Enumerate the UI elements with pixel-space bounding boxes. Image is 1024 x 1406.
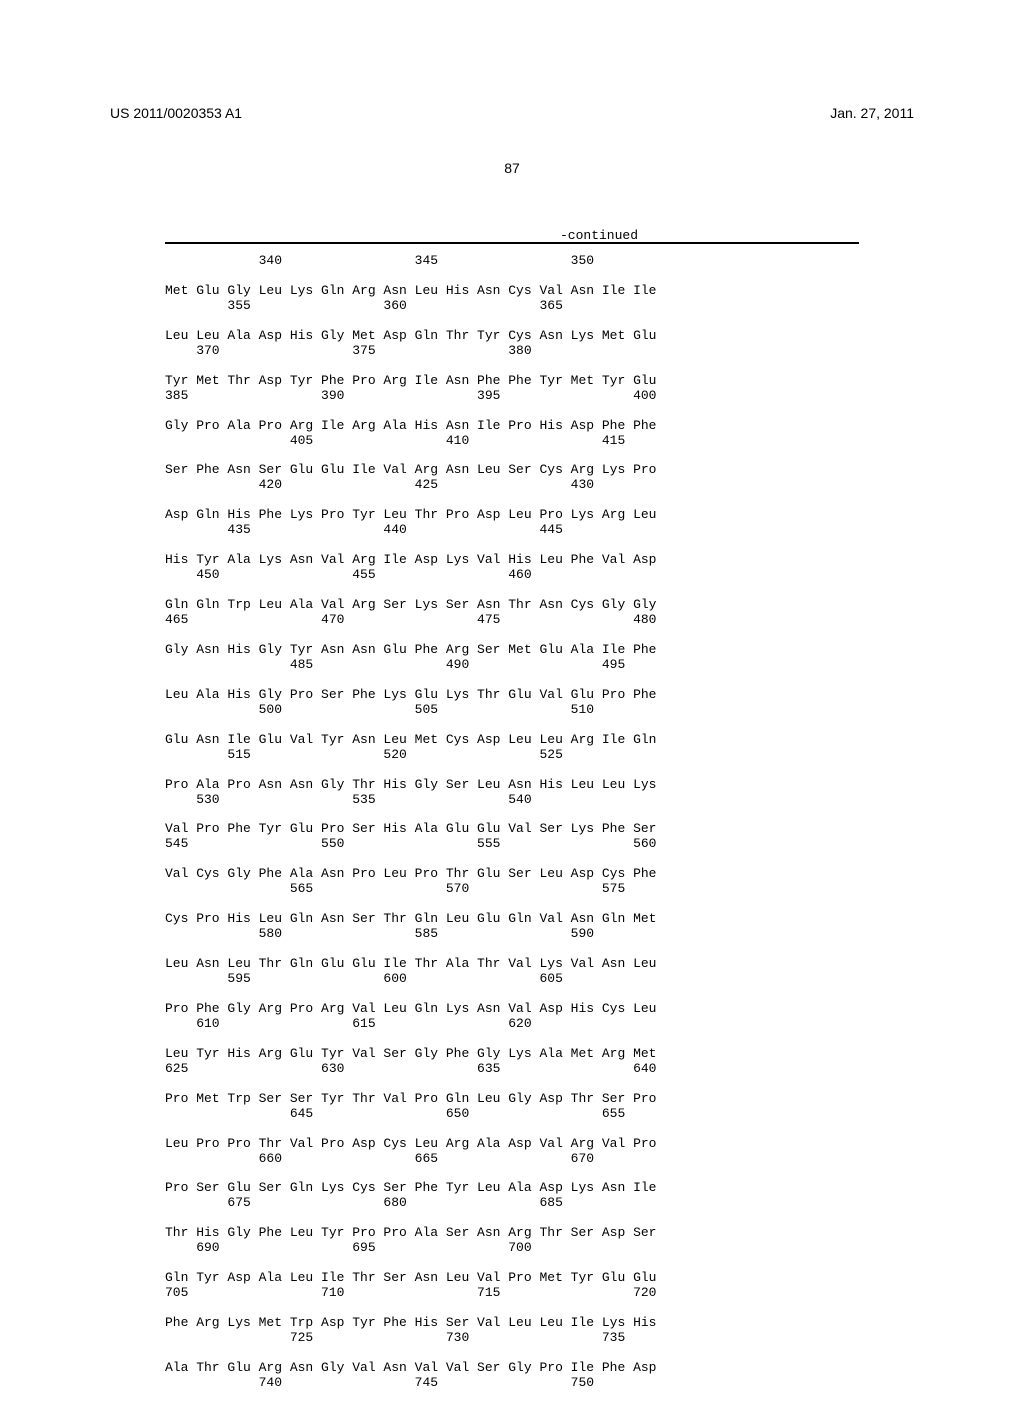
sequence-number-row: 515 520 525 <box>165 748 859 763</box>
sequence-residue-row: Leu Asn Leu Thr Gln Glu Glu Ile Thr Ala … <box>165 957 859 972</box>
sequence-residue-row: Gly Pro Ala Pro Arg Ile Arg Ala His Asn … <box>165 419 859 434</box>
sequence-residue-row: Leu Pro Pro Thr Val Pro Asp Cys Leu Arg … <box>165 1137 859 1152</box>
sequence-residue-row: Leu Ala His Gly Pro Ser Phe Lys Glu Lys … <box>165 688 859 703</box>
sequence-number-row: 690 695 700 <box>165 1241 859 1256</box>
sequence-residue-row: Cys Pro His Leu Gln Asn Ser Thr Gln Leu … <box>165 912 859 927</box>
sequence-number-row: 545 550 555 560 <box>165 837 859 852</box>
sequence-number-row: 565 570 575 <box>165 882 859 897</box>
sequence-number-row: 450 455 460 <box>165 568 859 583</box>
sequence-residue-row: Val Cys Gly Phe Ala Asn Pro Leu Pro Thr … <box>165 867 859 882</box>
sequence-number-row: 355 360 365 <box>165 299 859 314</box>
sequence-number-row: 530 535 540 <box>165 793 859 808</box>
sequence-number-row: 340 345 350 <box>165 254 859 269</box>
sequence-residue-row: Gly Asn His Gly Tyr Asn Asn Glu Phe Arg … <box>165 643 859 658</box>
sequence-residue-row: Leu Leu Ala Asp His Gly Met Asp Gln Thr … <box>165 329 859 344</box>
sequence-number-row: 645 650 655 <box>165 1107 859 1122</box>
top-divider <box>165 242 859 244</box>
sequence-number-row: 725 730 735 <box>165 1331 859 1346</box>
sequence-residue-row: Pro Ser Glu Ser Gln Lys Cys Ser Phe Tyr … <box>165 1181 859 1196</box>
publication-date: Jan. 27, 2011 <box>830 105 914 121</box>
sequence-block: 340 345 350 Met Glu Gly Leu Lys Gln Arg A… <box>165 254 859 1391</box>
sequence-number-row: 385 390 395 400 <box>165 389 859 404</box>
sequence-residue-row: Gln Tyr Asp Ala Leu Ile Thr Ser Asn Leu … <box>165 1271 859 1286</box>
continued-label: -continued <box>560 228 638 243</box>
sequence-number-row: 405 410 415 <box>165 434 859 449</box>
sequence-residue-row: Ser Phe Asn Ser Glu Glu Ile Val Arg Asn … <box>165 463 859 478</box>
sequence-residue-row: Glu Asn Ile Glu Val Tyr Asn Leu Met Cys … <box>165 733 859 748</box>
sequence-residue-row: Val Pro Phe Tyr Glu Pro Ser His Ala Glu … <box>165 822 859 837</box>
sequence-residue-row: Pro Ala Pro Asn Asn Gly Thr His Gly Ser … <box>165 778 859 793</box>
sequence-number-row: 675 680 685 <box>165 1196 859 1211</box>
sequence-number-row: 625 630 635 640 <box>165 1062 859 1077</box>
sequence-residue-row: Leu Tyr His Arg Glu Tyr Val Ser Gly Phe … <box>165 1047 859 1062</box>
sequence-number-row: 580 585 590 <box>165 927 859 942</box>
sequence-number-row: 740 745 750 <box>165 1376 859 1391</box>
sequence-residue-row: Phe Arg Lys Met Trp Asp Tyr Phe His Ser … <box>165 1316 859 1331</box>
sequence-number-row: 500 505 510 <box>165 703 859 718</box>
sequence-number-row: 610 615 620 <box>165 1017 859 1032</box>
sequence-number-row: 420 425 430 <box>165 478 859 493</box>
sequence-number-row: 465 470 475 480 <box>165 613 859 628</box>
sequence-residue-row: Tyr Met Thr Asp Tyr Phe Pro Arg Ile Asn … <box>165 374 859 389</box>
sequence-residue-row: Pro Met Trp Ser Ser Tyr Thr Val Pro Gln … <box>165 1092 859 1107</box>
page-number: 87 <box>504 160 520 176</box>
sequence-container: 340 345 350 Met Glu Gly Leu Lys Gln Arg A… <box>165 242 859 1406</box>
sequence-number-row: 370 375 380 <box>165 344 859 359</box>
sequence-residue-row: Ala Thr Glu Arg Asn Gly Val Asn Val Val … <box>165 1361 859 1376</box>
sequence-number-row: 660 665 670 <box>165 1152 859 1167</box>
sequence-number-row: 595 600 605 <box>165 972 859 987</box>
page-container: US 2011/0020353 A1 Jan. 27, 2011 87 -con… <box>0 0 1024 1320</box>
header-row: US 2011/0020353 A1 Jan. 27, 2011 <box>110 105 914 121</box>
sequence-residue-row: Pro Phe Gly Arg Pro Arg Val Leu Gln Lys … <box>165 1002 859 1017</box>
sequence-number-row: 705 710 715 720 <box>165 1286 859 1301</box>
sequence-number-row: 435 440 445 <box>165 523 859 538</box>
sequence-residue-row: Gln Gln Trp Leu Ala Val Arg Ser Lys Ser … <box>165 598 859 613</box>
sequence-residue-row: Thr His Gly Phe Leu Tyr Pro Pro Ala Ser … <box>165 1226 859 1241</box>
publication-number: US 2011/0020353 A1 <box>110 105 242 121</box>
sequence-number-row: 485 490 495 <box>165 658 859 673</box>
sequence-residue-row: His Tyr Ala Lys Asn Val Arg Ile Asp Lys … <box>165 553 859 568</box>
sequence-residue-row: Asp Gln His Phe Lys Pro Tyr Leu Thr Pro … <box>165 508 859 523</box>
sequence-residue-row: Met Glu Gly Leu Lys Gln Arg Asn Leu His … <box>165 284 859 299</box>
